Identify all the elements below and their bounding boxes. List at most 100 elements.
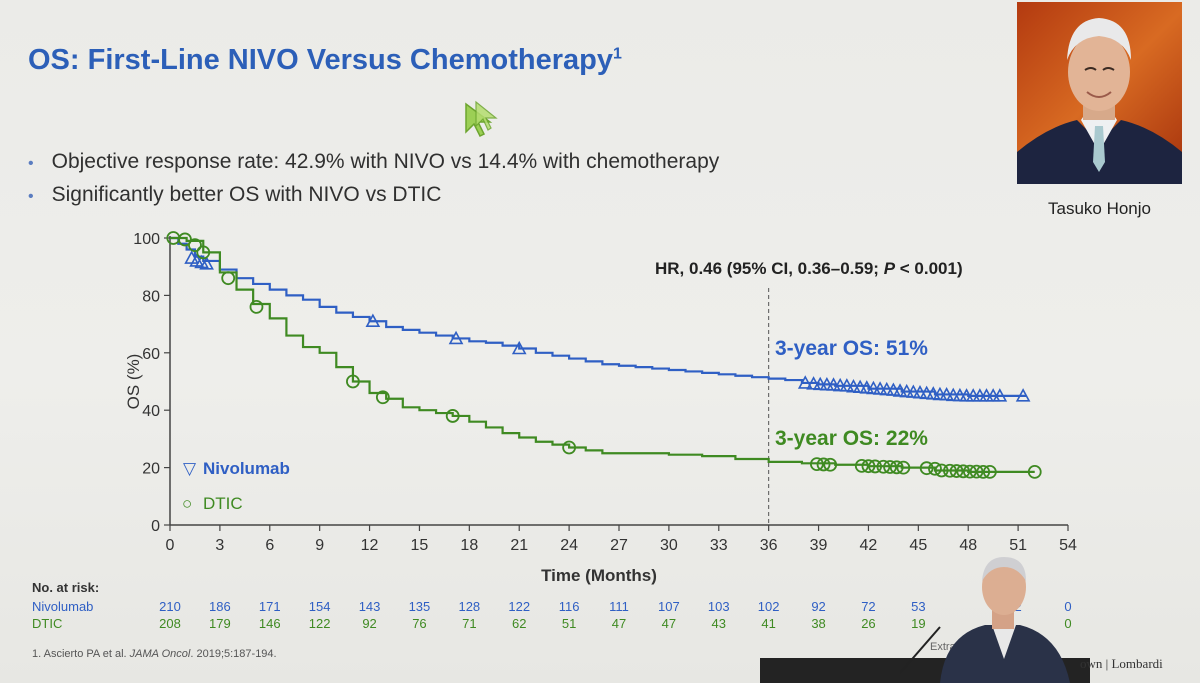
y-tick-label: 0: [151, 518, 160, 535]
censor-mark-nivolumab: [511, 340, 527, 355]
censor-mark-nivolumab: [846, 378, 861, 393]
bullet-orr: Objective response rate: 42.9% with NIVO…: [28, 146, 720, 179]
at-risk-value: 71: [462, 616, 477, 631]
slide-title: OS: First-Line NIVO Versus Chemotherapy1: [28, 44, 622, 77]
x-tick-label: 9: [315, 537, 324, 554]
censor-mark-nivolumab: [797, 375, 813, 389]
legend-symbol-dtic: ○: [182, 494, 192, 513]
censor-mark-dtic: [949, 464, 964, 478]
portrait-caption: Tasuko Honjo: [1047, 199, 1151, 218]
y-tick-label: 100: [133, 231, 160, 248]
y-axis-title: OS (%): [124, 354, 143, 410]
censor-mark-dtic: [943, 463, 957, 478]
at-risk-value: 43: [711, 616, 726, 631]
censor-mark-nivolumab: [826, 377, 841, 391]
censor-mark-nivolumab: [806, 376, 821, 390]
censor-mark-dtic: [883, 460, 897, 474]
at-risk-value: 122: [308, 616, 331, 631]
speaker-silhouette: [900, 557, 1070, 683]
censor-mark-dtic: [976, 465, 991, 479]
censor-mark-dtic: [982, 465, 997, 479]
nivolumab-3yr-os-label: 3-year OS: 51%: [775, 337, 928, 360]
at-risk-value: 72: [861, 599, 876, 614]
at-risk-value: 53: [911, 599, 926, 614]
at-risk-value: 116: [558, 599, 580, 614]
censor-mark-nivolumab: [365, 313, 381, 328]
censor-mark-nivolumab: [912, 385, 928, 399]
x-tick-label: 33: [710, 537, 728, 554]
at-risk-value: 51: [561, 616, 577, 631]
censor-mark-dtic: [876, 459, 891, 474]
x-tick-label: 0: [166, 537, 175, 554]
at-risk-value: 111: [609, 599, 629, 614]
censor-mark-dtic: [188, 238, 202, 253]
censor-mark-nivolumab: [199, 256, 214, 270]
censor-mark-dtic: [1027, 465, 1042, 479]
censor-mark-dtic: [196, 245, 211, 260]
censor-mark-nivolumab: [925, 386, 941, 400]
censor-mark-dtic: [868, 459, 882, 474]
x-tick-label: 3: [215, 537, 224, 554]
at-risk-value: 143: [358, 599, 381, 614]
censor-mark-nivolumab: [899, 383, 915, 398]
at-risk-row-label: DTIC: [32, 616, 63, 631]
censor-mark-dtic: [445, 409, 460, 423]
km-chart: 0 3 6 9 12 15 18 21 24 27 30 33 36 39 42 45 48 51 54020406…: [124, 231, 1077, 585]
at-risk-value: 76: [412, 616, 427, 631]
censor-mark-nivolumab: [892, 383, 908, 397]
censor-mark-dtic: [823, 457, 838, 472]
x-tick-label: 21: [510, 537, 528, 554]
brand-text: own | Lombardi: [1080, 656, 1163, 671]
title-superscript: 1: [612, 45, 622, 63]
censor-mark-dtic: [816, 457, 831, 472]
at-risk-title: No. at risk:: [32, 580, 100, 595]
censor-mark-dtic: [809, 457, 824, 472]
censor-mark-dtic: [896, 460, 911, 475]
x-tick-label: 12: [361, 537, 379, 554]
censor-mark-nivolumab: [448, 330, 464, 345]
censor-mark-nivolumab: [992, 388, 1008, 402]
censor-mark-dtic: [249, 299, 264, 314]
dtic-3yr-os-label: 3-year OS: 22%: [775, 427, 928, 450]
censor-mark-dtic: [346, 374, 360, 389]
at-risk-value: 38: [811, 616, 826, 631]
legend-label-dtic: DTIC: [203, 494, 243, 513]
censor-mark-nivolumab: [939, 387, 954, 401]
at-risk-value: 208: [159, 616, 181, 631]
x-tick-label: 6: [265, 537, 274, 554]
legend-label-nivolumab: Nivolumab: [203, 459, 290, 478]
at-risk-value: 186: [209, 599, 231, 614]
at-risk-value: 146: [258, 616, 281, 631]
censor-mark-nivolumab: [919, 385, 934, 400]
x-tick-label: 18: [460, 537, 478, 554]
footnote: 1. Ascierto PA et al. JAMA Oncol. 2019;5…: [32, 648, 277, 660]
x-tick-label: 51: [1009, 537, 1027, 554]
censor-mark-nivolumab: [1015, 388, 1031, 402]
at-risk-value: 0: [1064, 599, 1072, 614]
censor-mark-dtic: [969, 464, 984, 479]
censor-mark-dtic: [889, 460, 904, 475]
bullet-os: Significantly better OS with NIVO vs DTI…: [28, 179, 719, 212]
x-tick-label: 48: [959, 537, 977, 554]
censor-mark-nivolumab: [859, 380, 875, 394]
censor-mark-dtic: [861, 459, 876, 474]
censor-mark-nivolumab: [905, 384, 921, 398]
at-risk-row-label: Nivolumab: [32, 599, 94, 614]
censor-mark-nivolumab: [886, 382, 901, 396]
at-risk-value: 179: [209, 616, 231, 631]
censor-mark-dtic: [962, 464, 977, 479]
at-risk-value: 62: [511, 616, 527, 631]
censor-mark-dtic: [928, 461, 942, 476]
at-risk-value: 122: [508, 599, 531, 614]
at-risk-value: 135: [408, 599, 431, 614]
at-risk-value: 171: [258, 599, 281, 614]
bullet-list: Objective response rate: 42.9% with NIVO…: [28, 146, 720, 212]
series-line-dtic: [170, 236, 1035, 474]
y-tick-label: 40: [142, 403, 160, 420]
at-risk-value: 210: [159, 599, 181, 614]
censor-mark-dtic: [854, 458, 869, 473]
y-tick-label: 60: [142, 346, 160, 363]
at-risk-value: 107: [658, 599, 680, 614]
at-risk-value: 103: [707, 599, 730, 614]
censor-mark-dtic: [919, 461, 934, 476]
